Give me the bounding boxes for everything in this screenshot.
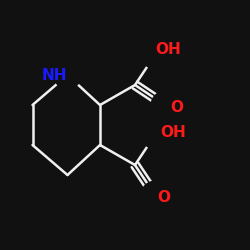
Text: NH: NH (42, 68, 68, 82)
Circle shape (141, 121, 169, 149)
Circle shape (54, 61, 81, 89)
Text: O: O (170, 100, 183, 115)
Text: OH: OH (160, 125, 186, 140)
Text: O: O (158, 190, 170, 205)
Circle shape (141, 41, 169, 69)
Text: OH: OH (155, 42, 181, 58)
Circle shape (151, 91, 179, 119)
Circle shape (141, 181, 169, 209)
